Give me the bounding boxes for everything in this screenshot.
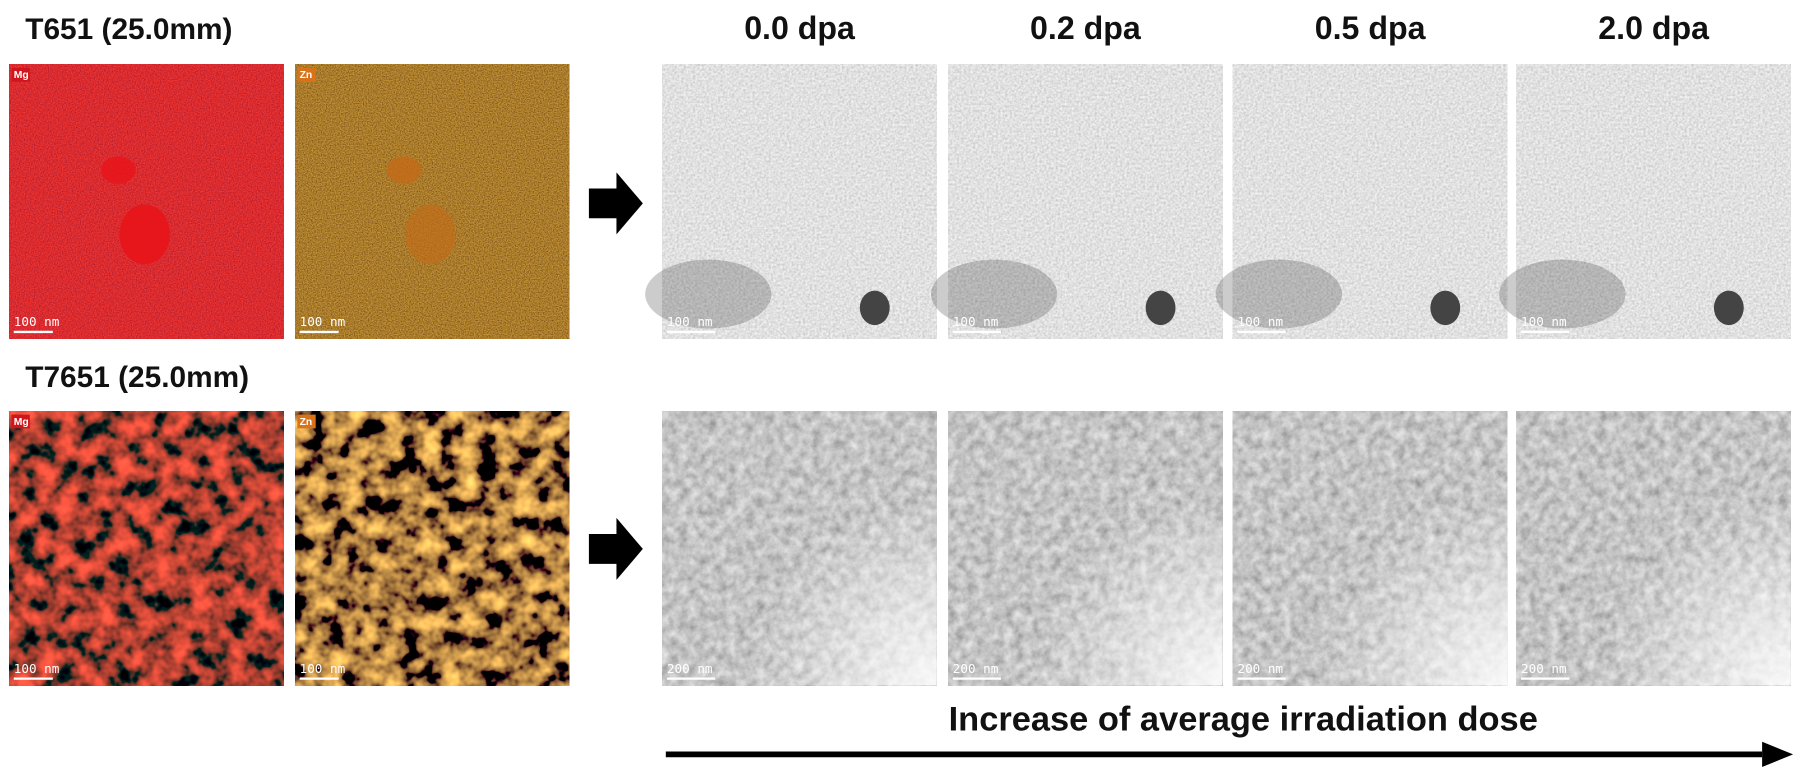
scale-label: 100 nm [14, 661, 60, 676]
element-tag [11, 414, 30, 429]
tem-image [1516, 64, 1791, 339]
precipitate [405, 204, 456, 265]
tem-image [1232, 64, 1508, 339]
tem-glow [662, 411, 937, 686]
column-header: 0.5 dpa [1315, 10, 1427, 46]
scale-label: 200 nm [1521, 661, 1567, 676]
scale-label: 200 nm [667, 661, 713, 676]
element-tag [11, 67, 30, 82]
tem-glow [1232, 411, 1508, 686]
precipitate [119, 204, 170, 265]
eds-map [9, 64, 284, 339]
tem-glow [948, 411, 1223, 686]
eds-map [295, 64, 570, 339]
column-header: 2.0 dpa [1598, 10, 1710, 46]
element-label: Zn [300, 70, 313, 81]
scale-label: 100 nm [953, 314, 999, 329]
tem-glow [1516, 411, 1791, 686]
row-label: T7651 (25.0mm) [25, 361, 249, 394]
grain-boundary [645, 259, 772, 329]
dose-arrow-head [1762, 741, 1794, 768]
tem-image [948, 64, 1223, 339]
precipitate [386, 156, 422, 184]
scale-label: 100 nm [667, 314, 713, 329]
precipitate [101, 156, 136, 184]
grain-boundary [1499, 259, 1626, 329]
column-header: 0.2 dpa [1030, 10, 1142, 46]
column-header: 0.0 dpa [744, 10, 856, 46]
arrow [588, 517, 643, 580]
scale-label: 100 nm [14, 314, 60, 329]
scale-label: 100 nm [300, 661, 346, 676]
grain-boundary [930, 259, 1058, 329]
row-label: T651 (25.0mm) [25, 13, 232, 46]
particle [859, 290, 890, 326]
scale-label: 200 nm [1238, 661, 1284, 676]
element-tag [297, 67, 316, 82]
tem-image [662, 64, 937, 339]
scale-label: 100 nm [300, 314, 346, 329]
particle [1145, 290, 1176, 326]
element-label: Mg [14, 417, 29, 428]
particle [1430, 290, 1461, 326]
element-label: Mg [14, 70, 29, 81]
scale-label: 100 nm [1521, 314, 1567, 329]
eds-map [9, 411, 284, 686]
eds-map [295, 411, 570, 686]
scale-label: 200 nm [953, 661, 999, 676]
scale-label: 100 nm [1238, 314, 1284, 329]
arrow [588, 172, 643, 235]
grain-boundary [1215, 259, 1342, 329]
particle [1713, 290, 1744, 326]
caption: Increase of average irradiation dose [949, 700, 1538, 738]
element-label: Zn [300, 417, 313, 428]
element-tag [297, 414, 316, 429]
